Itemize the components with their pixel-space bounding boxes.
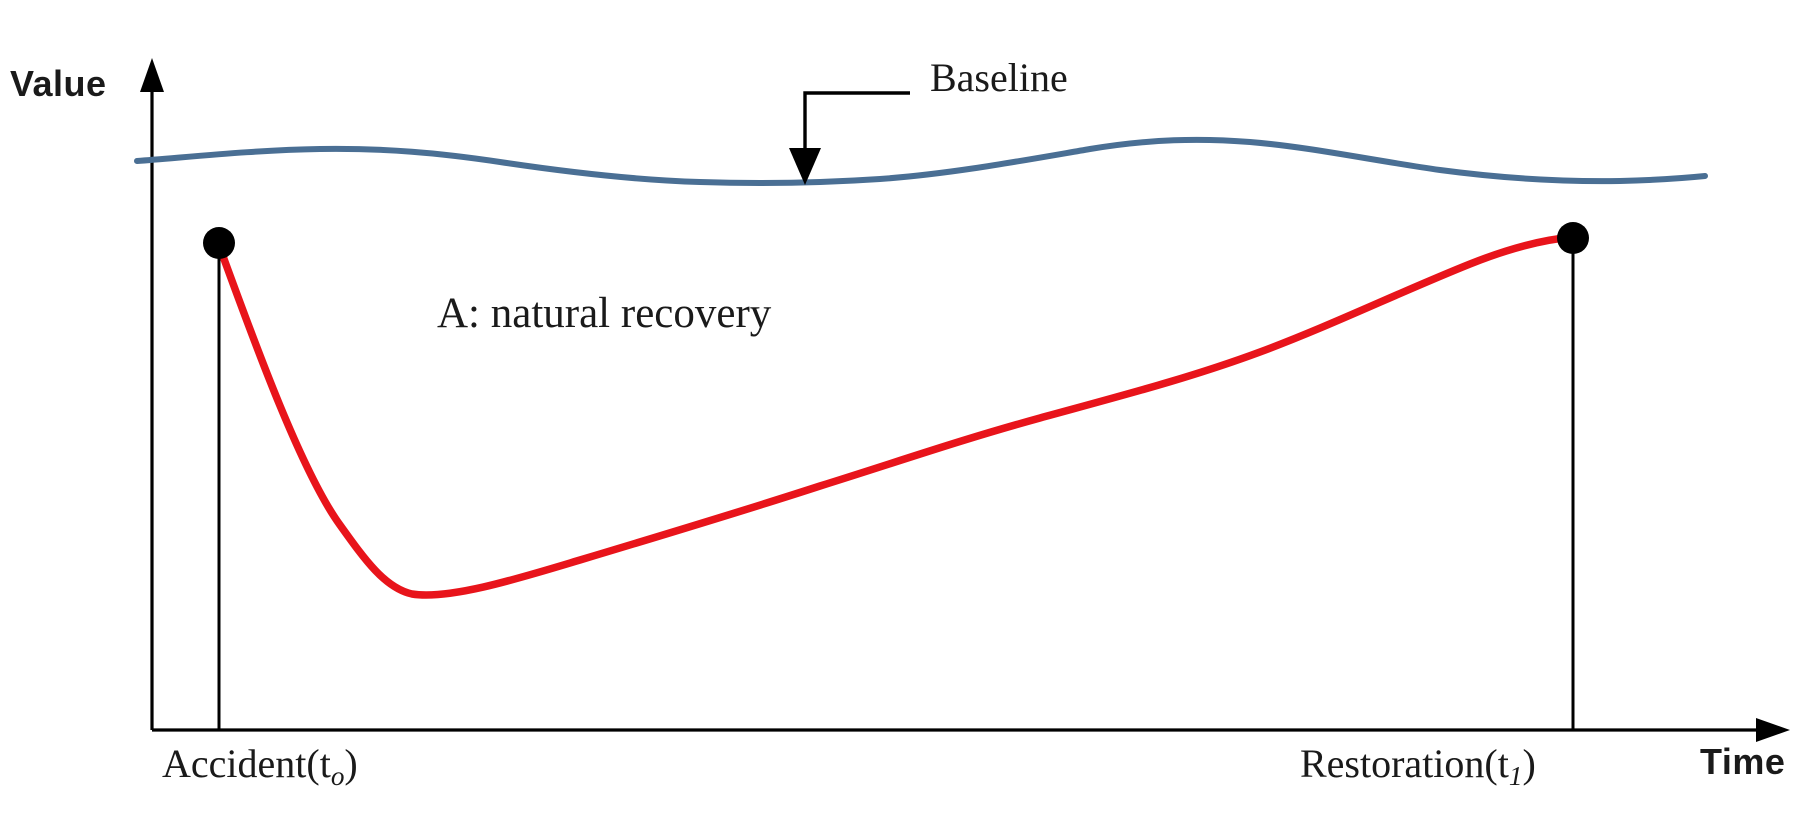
recovery-curve [216, 233, 1577, 599]
baseline-leader-arrowhead [789, 148, 821, 185]
tick-label-restoration-paren: ) [1522, 741, 1536, 786]
restoration-marker-dot [1557, 222, 1589, 254]
baseline-annotation-label: Baseline [930, 55, 1068, 100]
accident-marker-dot [203, 227, 235, 259]
baseline-leader-line [789, 91, 910, 185]
tick-label-restoration-main: Restoration(t [1300, 741, 1509, 786]
y-axis-arrowhead [140, 58, 164, 92]
tick-label-restoration-subscript: 1 [1508, 761, 1523, 792]
tick-label-accident: Accident(to) [162, 741, 358, 790]
tick-label-restoration: Restoration(t1) [1300, 741, 1536, 790]
x-axis-arrowhead [1756, 718, 1790, 742]
tick-label-accident-main: Accident(t [162, 741, 331, 786]
x-axis-label: Time [1700, 741, 1786, 782]
baseline-curve [134, 136, 1708, 186]
region-label-natural-recovery: A: natural recovery [437, 290, 772, 337]
x-axis [152, 718, 1790, 742]
y-axis [140, 58, 164, 730]
tick-label-accident-paren: ) [344, 741, 358, 786]
y-axis-label: Value [10, 63, 107, 104]
tick-label-accident-subscript: o [330, 761, 345, 792]
